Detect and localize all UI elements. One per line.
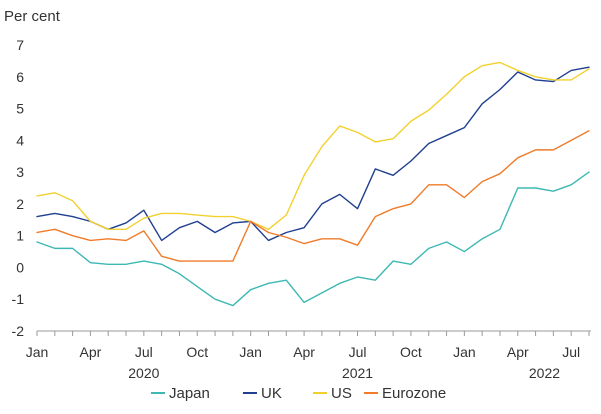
y-tick-label: 4 (16, 132, 24, 148)
legend-label-us: US (331, 385, 352, 402)
x-tick-label: Jul (349, 344, 367, 360)
series-line-us (36, 61, 590, 231)
series-lines (36, 61, 590, 307)
legend-label-uk: UK (261, 385, 282, 402)
y-tick-label: 3 (16, 164, 24, 180)
legend-label-eurozone: Eurozone (382, 385, 446, 402)
x-tick-label: Jan (453, 344, 476, 360)
x-year-label: 2020 (128, 365, 159, 381)
x-axis: Jan Apr Jul Oct Jan Apr Jul Oct Jan Apr Jul 2020 202… (26, 330, 591, 381)
y-tick-label: -1 (12, 291, 25, 307)
legend: Japan UK US Eurozone (151, 385, 446, 402)
series-line-japan (36, 171, 590, 307)
x-tick-label: Jul (135, 344, 153, 360)
x-tick-label: Apr (293, 344, 315, 360)
y-tick-label: 7 (16, 37, 24, 53)
y-tick-label: 5 (16, 101, 24, 117)
y-tick-label: 6 (16, 69, 24, 85)
x-year-label: 2022 (529, 365, 560, 381)
series-line-uk (36, 66, 590, 242)
y-axis: -2 -1 0 1 2 3 4 5 6 7 (12, 37, 25, 339)
x-tick-label: Jan (26, 344, 49, 360)
x-year-label: 2021 (342, 365, 373, 381)
x-tick-label: Apr (80, 344, 102, 360)
y-axis-unit-label: Per cent (4, 8, 61, 25)
x-tick-label: Oct (186, 344, 208, 360)
y-tick-label: -2 (12, 323, 25, 339)
y-tick-label: 2 (16, 196, 24, 212)
legend-label-japan: Japan (169, 385, 210, 402)
x-tick-label: Jul (562, 344, 580, 360)
y-tick-label: 1 (16, 228, 24, 244)
x-tick-label: Apr (507, 344, 529, 360)
series-line-eurozone (36, 130, 590, 262)
x-tick-label: Jan (239, 344, 262, 360)
y-tick-label: 0 (16, 259, 24, 275)
x-tick-label: Oct (400, 344, 422, 360)
